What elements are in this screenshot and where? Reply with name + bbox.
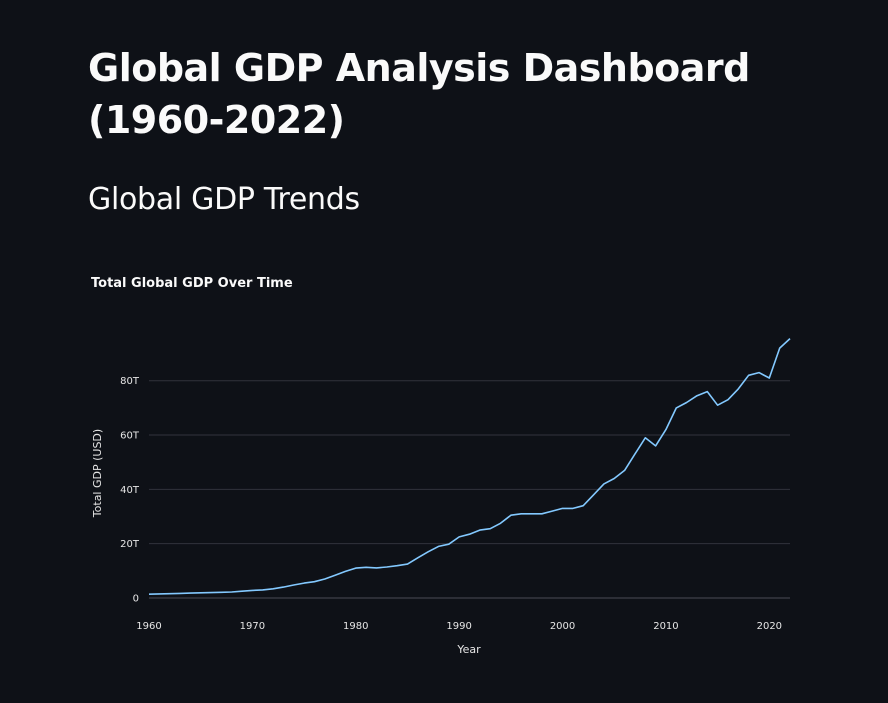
y-tick-label: 0: [133, 594, 139, 605]
gdp-data-point[interactable]: [311, 579, 317, 585]
gdp-data-point[interactable]: [704, 389, 710, 395]
gdp-data-point[interactable]: [280, 584, 286, 590]
gdp-data-point[interactable]: [415, 555, 421, 561]
gdp-data-point[interactable]: [601, 481, 607, 487]
x-tick-label: 2020: [757, 621, 782, 632]
y-axis-title: Total GDP (USD): [91, 429, 104, 518]
gdp-data-point[interactable]: [508, 512, 514, 518]
gdp-data-point[interactable]: [208, 590, 214, 596]
gdp-data-point[interactable]: [167, 591, 173, 597]
gdp-data-point[interactable]: [363, 564, 369, 570]
page-title: Global GDP Analysis Dashboard (1960-2022…: [88, 46, 750, 142]
y-tick-label: 80T: [120, 376, 140, 387]
gdp-data-point[interactable]: [673, 405, 679, 411]
x-tick-label: 1990: [446, 621, 471, 632]
gdp-data-point[interactable]: [322, 576, 328, 582]
x-tick-label: 1970: [240, 621, 265, 632]
y-tick-label: 60T: [120, 431, 140, 442]
gdp-data-point[interactable]: [777, 345, 783, 351]
gdp-data-point[interactable]: [332, 572, 338, 578]
x-axis-title: Year: [456, 643, 481, 656]
gdp-data-point[interactable]: [632, 451, 638, 457]
gdp-data-point[interactable]: [229, 589, 235, 595]
gdp-data-point[interactable]: [735, 386, 741, 392]
gdp-data-point[interactable]: [766, 375, 772, 381]
gdp-data-point[interactable]: [477, 527, 483, 533]
x-tick-label: 1960: [136, 621, 161, 632]
gdp-data-point[interactable]: [291, 582, 297, 588]
gdp-data-point[interactable]: [684, 399, 690, 405]
gdp-data-point[interactable]: [487, 526, 493, 532]
gdp-data-point[interactable]: [353, 565, 359, 571]
gdp-series-line[interactable]: [148, 338, 791, 595]
gdp-data-point[interactable]: [218, 589, 224, 595]
gdp-data-point[interactable]: [467, 531, 473, 537]
gdp-data-point[interactable]: [198, 590, 204, 596]
gdp-data-point[interactable]: [239, 588, 245, 594]
gdp-data-point[interactable]: [498, 520, 504, 526]
chart-title: Total Global GDP Over Time: [91, 276, 293, 291]
gdp-data-point[interactable]: [663, 427, 669, 433]
gdp-data-point[interactable]: [404, 561, 410, 567]
gdp-data-point[interactable]: [456, 534, 462, 540]
chart-gridlines: [149, 380, 790, 599]
gdp-data-points: [146, 336, 793, 598]
gdp-data-point[interactable]: [787, 336, 793, 342]
x-tick-label: 2000: [550, 621, 575, 632]
gdp-data-point[interactable]: [373, 565, 379, 571]
gdp-data-point[interactable]: [518, 511, 524, 517]
gdp-data-point[interactable]: [435, 543, 441, 549]
gdp-data-point[interactable]: [425, 549, 431, 555]
gdp-data-point[interactable]: [725, 397, 731, 403]
gdp-data-point[interactable]: [446, 541, 452, 547]
y-tick-label: 40T: [120, 485, 140, 496]
x-axis-ticks: 1960 1970 1980 1990 2000 2010 2020: [136, 621, 782, 632]
gdp-data-point[interactable]: [156, 591, 162, 597]
gdp-data-point[interactable]: [301, 580, 307, 586]
gdp-data-point[interactable]: [260, 587, 266, 593]
gdp-data-point[interactable]: [342, 568, 348, 574]
gdp-data-point[interactable]: [756, 370, 762, 376]
gdp-data-point[interactable]: [394, 563, 400, 569]
gdp-data-point[interactable]: [611, 476, 617, 482]
gdp-data-point[interactable]: [642, 435, 648, 441]
gdp-data-point[interactable]: [560, 505, 566, 511]
gdp-data-point[interactable]: [249, 587, 255, 593]
x-tick-label: 2010: [653, 621, 678, 632]
section-title: Global GDP Trends: [88, 182, 360, 217]
gdp-data-point[interactable]: [270, 586, 276, 592]
y-tick-label: 20T: [120, 539, 140, 550]
x-tick-label: 1980: [343, 621, 368, 632]
gdp-data-point[interactable]: [694, 393, 700, 399]
gdp-data-point[interactable]: [580, 503, 586, 509]
gdp-data-point[interactable]: [549, 508, 555, 514]
y-axis-ticks: 0 20T 40T 60T 80T: [120, 376, 140, 604]
gdp-data-point[interactable]: [146, 591, 152, 597]
gdp-data-point[interactable]: [653, 443, 659, 449]
gdp-data-point[interactable]: [622, 467, 628, 473]
gdp-data-point[interactable]: [715, 402, 721, 408]
gdp-data-point[interactable]: [529, 511, 535, 517]
gdp-data-point[interactable]: [570, 505, 576, 511]
gdp-data-point[interactable]: [187, 590, 193, 596]
gdp-data-point[interactable]: [384, 564, 390, 570]
gdp-data-point[interactable]: [591, 492, 597, 498]
gdp-data-point[interactable]: [177, 590, 183, 596]
gdp-data-point[interactable]: [539, 511, 545, 517]
gdp-data-point[interactable]: [746, 372, 752, 378]
